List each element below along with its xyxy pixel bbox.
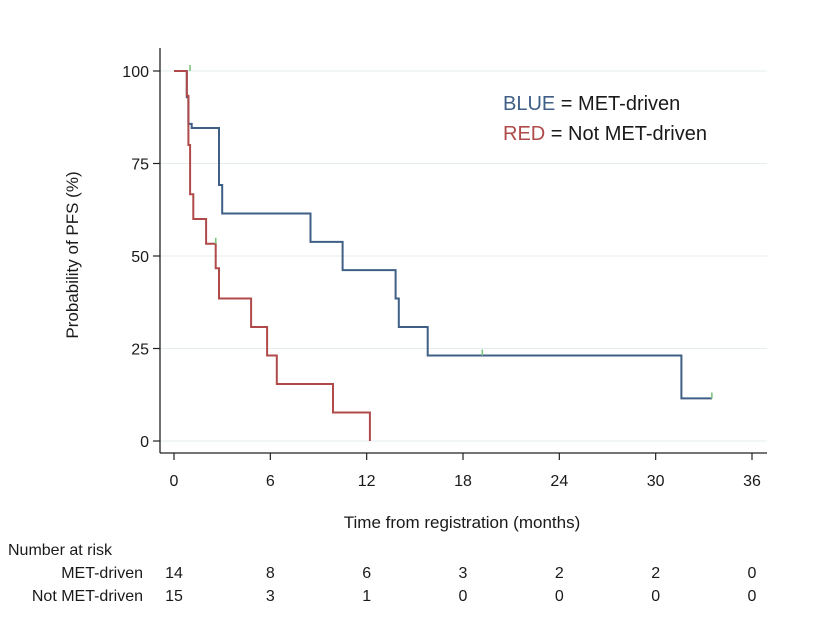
grid-lines: [160, 70, 767, 442]
series-line-met-driven: [174, 70, 712, 400]
legend-key-blue: BLUE: [503, 93, 555, 115]
x-tick-label-36: 36: [743, 473, 761, 490]
risk-count-not-met-driven-6: 3: [266, 588, 275, 605]
risk-count-met-driven-30: 2: [651, 565, 660, 582]
legend-key-red: RED: [503, 123, 545, 145]
y-tick-label-25: 25: [131, 342, 149, 359]
risk-table-title: Number at risk: [8, 542, 113, 559]
risk-count-not-met-driven-0: 15: [165, 588, 183, 605]
legend: BLUE = MET-driven RED = Not MET-driven: [503, 93, 707, 145]
x-tick-label-24: 24: [550, 473, 568, 490]
axes: 0 25 50 75 100 0 6 12 18 24 30 36: [122, 48, 767, 490]
y-tick-label-0: 0: [140, 434, 149, 451]
risk-count-met-driven-0: 14: [165, 565, 183, 582]
risk-count-met-driven-24: 2: [555, 565, 564, 582]
legend-label-not-met-driven: = Not MET-driven: [545, 123, 707, 145]
y-tick-label-100: 100: [122, 64, 149, 81]
risk-row-label-not-met-driven: Not MET-driven: [32, 588, 143, 605]
censor-marks: [189, 65, 713, 399]
risk-count-not-met-driven-18: 0: [459, 588, 468, 605]
x-axis-title: Time from registration (months): [344, 513, 580, 532]
risk-count-met-driven-36: 0: [748, 565, 757, 582]
risk-count-met-driven-12: 6: [362, 565, 371, 582]
y-axis-title: Probability of PFS (%): [63, 171, 82, 338]
risk-counts: 14 8 6 3 2 2 0 15 3 1 0 0 0 0: [165, 565, 756, 605]
x-tick-label-0: 0: [170, 473, 179, 490]
legend-entry-not-met-driven: RED = Not MET-driven: [503, 123, 707, 145]
risk-count-not-met-driven-12: 1: [362, 588, 371, 605]
risk-count-not-met-driven-24: 0: [555, 588, 564, 605]
risk-count-not-met-driven-36: 0: [748, 588, 757, 605]
x-tick-label-30: 30: [647, 473, 665, 490]
risk-count-not-met-driven-30: 0: [651, 588, 660, 605]
legend-entry-met-driven: BLUE = MET-driven: [503, 93, 680, 115]
risk-row-label-met-driven: MET-driven: [61, 565, 143, 582]
risk-count-met-driven-18: 3: [459, 565, 468, 582]
risk-count-met-driven-6: 8: [266, 565, 275, 582]
series-lines: [174, 70, 712, 441]
risk-table: Number at risk MET-driven Not MET-driven…: [8, 542, 757, 605]
series-line-not-met-driven: [174, 70, 371, 441]
x-tick-label-18: 18: [454, 473, 472, 490]
x-tick-label-12: 12: [358, 473, 376, 490]
legend-label-met-driven: = MET-driven: [555, 93, 680, 115]
y-tick-label-50: 50: [131, 249, 149, 266]
y-tick-label-75: 75: [131, 157, 149, 174]
x-tick-label-6: 6: [266, 473, 275, 490]
